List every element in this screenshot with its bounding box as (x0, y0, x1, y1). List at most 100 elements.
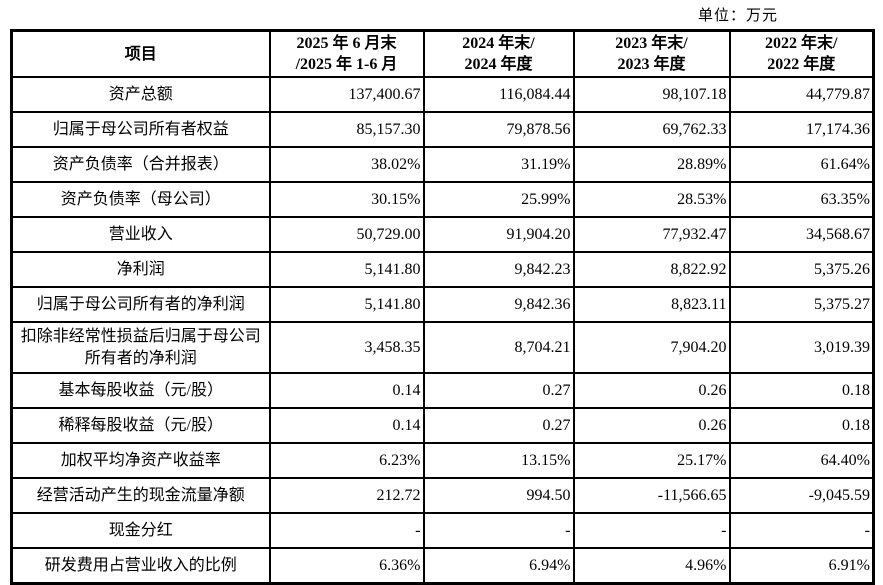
row-value-2024: 31.19% (422, 146, 575, 183)
row-value-2025: 6.23% (268, 442, 425, 479)
table-row: 资产总额 137,400.67 116,084.44 98,107.18 44,… (10, 76, 875, 113)
row-value-2022: 17,174.36 (728, 111, 875, 148)
header-period-line1: 2023 年末/ (615, 35, 688, 52)
header-cell-period-2025: 2025 年 6 月末 /2025 年 1-6 月 (268, 29, 425, 78)
header-period-line2: /2025 年 1-6 月 (295, 56, 398, 73)
row-item-label: 研发费用占营业收入的比例 (10, 547, 271, 585)
row-item-label: 资产负债率（合并报表） (10, 146, 271, 183)
row-value-2022: 64.40% (728, 442, 875, 479)
table-row: 现金分红 - - - - (10, 512, 875, 549)
table-row: 资产负债率（合并报表） 38.02% 31.19% 28.89% 61.64% (10, 146, 875, 183)
row-value-2022: 44,779.87 (728, 76, 875, 113)
row-value-2022: 61.64% (728, 146, 875, 183)
row-value-2022: -9,045.59 (728, 477, 875, 514)
table-row: 净利润 5,141.80 9,842.23 8,822.92 5,375.26 (10, 251, 875, 288)
table-body: 资产总额 137,400.67 116,084.44 98,107.18 44,… (10, 76, 875, 585)
row-value-2023: -11,566.65 (572, 477, 731, 514)
row-value-2024: 0.27 (422, 407, 575, 444)
row-value-2024: 9,842.23 (422, 251, 575, 288)
row-item-label: 稀释每股收益（元/股） (10, 407, 271, 444)
row-value-2024: 994.50 (422, 477, 575, 514)
row-value-2024: 6.94% (422, 547, 575, 585)
row-value-2025: 30.15% (268, 181, 425, 218)
row-value-2025: 3,458.35 (268, 321, 425, 374)
header-cell-period-2024: 2024 年末/ 2024 年度 (422, 29, 575, 78)
row-value-2025: 212.72 (268, 477, 425, 514)
row-item-label: 扣除非经常性损益后归属于母公司所有者的净利润 (10, 321, 271, 374)
row-value-2023: 98,107.18 (572, 76, 731, 113)
row-value-2025: 0.14 (268, 372, 425, 409)
row-item-label: 加权平均净资产收益率 (10, 442, 271, 479)
header-cell-item: 项目 (10, 29, 271, 78)
row-value-2024: 9,842.36 (422, 286, 575, 323)
header-period-line2: 2022 年度 (767, 56, 836, 73)
row-value-2023: 0.26 (572, 407, 731, 444)
row-value-2022: 63.35% (728, 181, 875, 218)
row-value-2023: 7,904.20 (572, 321, 731, 374)
row-value-2022: - (728, 512, 875, 549)
row-item-label: 基本每股收益（元/股） (10, 372, 271, 409)
row-item-label: 归属于母公司所有者的净利润 (10, 286, 271, 323)
row-value-2025: 38.02% (268, 146, 425, 183)
row-value-2025: 50,729.00 (268, 216, 425, 253)
row-value-2025: - (268, 512, 425, 549)
table-row: 归属于母公司所有者的净利润 5,141.80 9,842.36 8,823.11… (10, 286, 875, 323)
row-item-label: 经营活动产生的现金流量净额 (10, 477, 271, 514)
row-value-2024: - (422, 512, 575, 549)
table-row: 基本每股收益（元/股） 0.14 0.27 0.26 0.18 (10, 372, 875, 409)
row-item-label: 现金分红 (10, 512, 271, 549)
row-value-2023: 8,823.11 (572, 286, 731, 323)
row-value-2024: 8,704.21 (422, 321, 575, 374)
header-period-line2: 2024 年度 (464, 56, 533, 73)
row-item-label: 归属于母公司所有者权益 (10, 111, 271, 148)
row-item-label: 资产负债率（母公司） (10, 181, 271, 218)
table-row: 营业收入 50,729.00 91,904.20 77,932.47 34,56… (10, 216, 875, 253)
row-value-2022: 5,375.26 (728, 251, 875, 288)
unit-label: 单位：万元 (698, 8, 779, 24)
row-value-2023: 28.53% (572, 181, 731, 218)
row-value-2025: 5,141.80 (268, 286, 425, 323)
header-cell-period-2022: 2022 年末/ 2022 年度 (728, 29, 875, 78)
row-value-2024: 79,878.56 (422, 111, 575, 148)
row-value-2024: 13.15% (422, 442, 575, 479)
row-value-2024: 0.27 (422, 372, 575, 409)
row-value-2022: 0.18 (728, 407, 875, 444)
row-value-2022: 34,568.67 (728, 216, 875, 253)
header-cell-period-2023: 2023 年末/ 2023 年度 (572, 29, 731, 78)
row-value-2025: 85,157.30 (268, 111, 425, 148)
table-row: 经营活动产生的现金流量净额 212.72 994.50 -11,566.65 -… (10, 477, 875, 514)
row-value-2025: 6.36% (268, 547, 425, 585)
row-value-2023: 69,762.33 (572, 111, 731, 148)
row-value-2022: 6.91% (728, 547, 875, 585)
row-value-2022: 3,019.39 (728, 321, 875, 374)
header-period-line1: 2025 年 6 月末 (296, 35, 397, 52)
row-value-2023: 28.89% (572, 146, 731, 183)
row-value-2024: 25.99% (422, 181, 575, 218)
row-value-2022: 5,375.27 (728, 286, 875, 323)
row-value-2023: 8,822.92 (572, 251, 731, 288)
row-value-2025: 137,400.67 (268, 76, 425, 113)
header-period-line1: 2024 年末/ (462, 35, 535, 52)
row-value-2024: 116,084.44 (422, 76, 575, 113)
table-row: 加权平均净资产收益率 6.23% 13.15% 25.17% 64.40% (10, 442, 875, 479)
row-value-2025: 0.14 (268, 407, 425, 444)
row-item-label: 资产总额 (10, 76, 271, 113)
row-value-2023: 25.17% (572, 442, 731, 479)
table-row: 稀释每股收益（元/股） 0.14 0.27 0.26 0.18 (10, 407, 875, 444)
table-row: 研发费用占营业收入的比例 6.36% 6.94% 4.96% 6.91% (10, 547, 875, 585)
table-row: 扣除非经常性损益后归属于母公司所有者的净利润 3,458.35 8,704.21… (10, 321, 875, 374)
table-header-row: 项目 2025 年 6 月末 /2025 年 1-6 月 2024 年末/ 20… (10, 29, 875, 78)
row-value-2023: 0.26 (572, 372, 731, 409)
row-value-2023: - (572, 512, 731, 549)
row-item-label: 净利润 (10, 251, 271, 288)
table-row: 归属于母公司所有者权益 85,157.30 79,878.56 69,762.3… (10, 111, 875, 148)
row-value-2025: 5,141.80 (268, 251, 425, 288)
row-value-2023: 77,932.47 (572, 216, 731, 253)
table-row: 资产负债率（母公司） 30.15% 25.99% 28.53% 63.35% (10, 181, 875, 218)
financial-summary-table: 项目 2025 年 6 月末 /2025 年 1-6 月 2024 年末/ 20… (10, 29, 875, 585)
row-value-2023: 4.96% (572, 547, 731, 585)
row-value-2024: 91,904.20 (422, 216, 575, 253)
header-period-line1: 2022 年末/ (765, 35, 838, 52)
header-period-line2: 2023 年度 (617, 56, 686, 73)
row-value-2022: 0.18 (728, 372, 875, 409)
